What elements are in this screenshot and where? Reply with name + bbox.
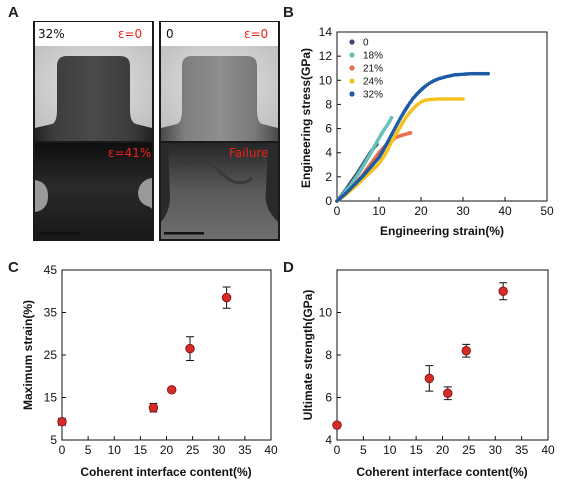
x-tick-label: 50 <box>540 204 554 218</box>
chart-b-frame <box>336 31 548 202</box>
tem-image-bottom-left <box>35 143 152 239</box>
series-24-point <box>461 97 465 101</box>
data-point <box>148 403 159 413</box>
x-tick-label: 25 <box>462 443 476 457</box>
x-tick-label: 10 <box>372 204 386 218</box>
x-tick-label: 0 <box>334 204 341 218</box>
y-tick-label: 25 <box>44 348 58 362</box>
chart-c-ylabel: Maximum strain(%) <box>21 300 35 410</box>
x-tick-label: 40 <box>541 443 555 457</box>
x-tick-label: 15 <box>409 443 423 457</box>
series-21-point <box>408 130 413 135</box>
y-tick-label: 5 <box>50 433 57 447</box>
legend-label-18: 18% <box>363 51 383 62</box>
tem-image-top-left <box>35 22 152 141</box>
tem-strain-label-top-right: ε=0 <box>244 27 268 41</box>
legend-marker-18 <box>349 52 355 58</box>
x-tick-label: 15 <box>134 443 148 457</box>
tem-strain-label-bottom-left: ε=41% <box>108 146 151 160</box>
y-tick-label: 10 <box>319 73 333 87</box>
chart-d-ylabel: Ultimate strength(GPa) <box>301 290 315 421</box>
data-point <box>443 388 453 398</box>
series-32-point <box>486 71 491 76</box>
panel-label-d: D <box>283 259 294 276</box>
data-point <box>185 343 195 354</box>
data-point <box>498 286 508 296</box>
y-tick-label: 10 <box>319 306 333 320</box>
chart-b-xlabel: Engineering strain(%) <box>380 224 504 238</box>
data-point <box>221 292 232 303</box>
legend-label-21: 21% <box>363 64 383 75</box>
legend-label-32: 32% <box>363 90 383 101</box>
legend-marker-32 <box>349 91 355 97</box>
x-tick-label: 20 <box>160 443 174 457</box>
legend-label-24: 24% <box>363 77 383 88</box>
ultimate-strength-chart: 0 5 10 15 20 25 30 35 40 4 6 8 10 Coherent interface… <box>301 269 555 479</box>
tem-image-bottom-right <box>161 143 278 239</box>
tem-scale-bar-right <box>164 232 204 235</box>
x-tick-label: 30 <box>489 443 503 457</box>
chart-c-frame <box>61 269 272 441</box>
chart-c-xlabel: Coherent interface content(%) <box>80 465 251 479</box>
x-tick-label: 10 <box>108 443 122 457</box>
chart-d-xlabel: Coherent interface content(%) <box>356 465 527 479</box>
legend-marker-0 <box>349 39 355 45</box>
x-tick-label: 10 <box>383 443 397 457</box>
chart-b-ylabel: Engineering stress(GPa) <box>299 48 313 188</box>
panel-label-a: A <box>8 4 19 21</box>
tem-failure-label: Failure <box>229 146 268 160</box>
x-tick-label: 5 <box>85 443 92 457</box>
x-tick-label: 35 <box>515 443 529 457</box>
data-point <box>167 385 177 395</box>
tem-strain-label-top-left: ε=0 <box>118 27 142 41</box>
y-tick-label: 4 <box>325 433 332 447</box>
x-tick-label: 0 <box>59 443 66 457</box>
tem-scale-bar-left <box>40 232 80 235</box>
chart-d-frame <box>336 269 549 441</box>
y-tick-label: 6 <box>325 122 332 136</box>
x-tick-label: 40 <box>264 443 278 457</box>
tem-content-label-left: 32% <box>38 27 65 41</box>
x-tick-label: 20 <box>414 204 428 218</box>
x-tick-label: 30 <box>212 443 226 457</box>
stress-strain-chart: 0 10 20 30 40 50 0 2 4 6 8 10 12 14 0 18% 21% 24% 32% Eng… <box>299 25 554 238</box>
panel-label-c: C <box>8 259 19 276</box>
legend-label-0: 0 <box>363 38 369 49</box>
data-point <box>424 373 435 384</box>
tem-panel: 32% ε=0 ε=41% 0 ε=0 Failure <box>33 21 280 241</box>
y-tick-label: 0 <box>325 194 332 208</box>
y-tick-label: 35 <box>44 306 58 320</box>
y-tick-label: 8 <box>325 348 332 362</box>
data-point <box>332 420 342 430</box>
legend-marker-24 <box>349 78 355 84</box>
series-18-point <box>389 115 394 120</box>
x-tick-label: 20 <box>436 443 450 457</box>
y-tick-label: 8 <box>325 97 332 111</box>
x-tick-label: 0 <box>334 443 341 457</box>
y-tick-label: 12 <box>319 49 333 63</box>
y-tick-label: 45 <box>44 263 58 277</box>
data-point <box>57 417 67 427</box>
x-tick-label: 40 <box>498 204 512 218</box>
x-tick-label: 5 <box>360 443 367 457</box>
panel-label-b: B <box>283 4 294 21</box>
data-point <box>461 346 471 356</box>
y-tick-label: 6 <box>325 391 332 405</box>
y-tick-label: 14 <box>319 25 333 39</box>
y-tick-label: 4 <box>325 146 332 160</box>
legend-marker-21 <box>349 65 355 71</box>
y-tick-label: 15 <box>44 391 58 405</box>
tem-content-label-right: 0 <box>166 27 174 41</box>
x-tick-label: 25 <box>186 443 200 457</box>
x-tick-label: 30 <box>456 204 470 218</box>
x-tick-label: 35 <box>238 443 252 457</box>
y-tick-label: 2 <box>325 170 332 184</box>
tem-image-top-right <box>161 22 278 141</box>
